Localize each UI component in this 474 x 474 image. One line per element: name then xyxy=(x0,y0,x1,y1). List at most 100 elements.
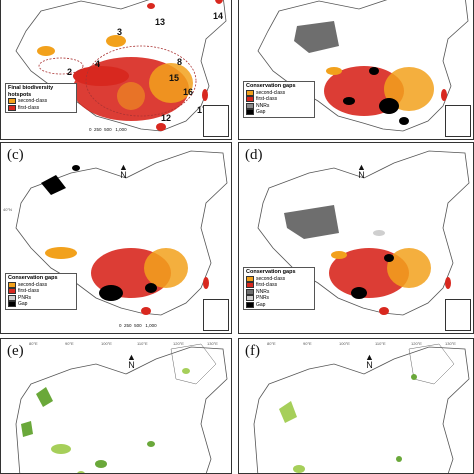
scale-label: 0 xyxy=(89,127,92,132)
lon-label: 110°E xyxy=(375,341,386,346)
legend-item: first-class xyxy=(8,288,74,295)
legend-label: second-class xyxy=(18,98,48,104)
legend-item: PNRs xyxy=(8,295,74,302)
legend-label: NNRs xyxy=(256,102,270,109)
region-number: 16 xyxy=(183,87,194,97)
south-china-sea-inset xyxy=(203,105,229,137)
region-number: 4 xyxy=(95,59,101,69)
legend-title: Conservation gaps xyxy=(8,275,58,281)
legend-swatch xyxy=(246,301,254,308)
legend-swatch xyxy=(246,102,254,109)
map-panel-b: Conservation gaps second-class first-cla… xyxy=(238,0,474,140)
legend-swatch xyxy=(246,288,254,295)
legend-label: Gap xyxy=(256,109,266,115)
region-number: 2 xyxy=(67,67,73,77)
region-number: 12 xyxy=(161,113,172,123)
lon-label: 80°E xyxy=(29,341,38,346)
lon-label: 130°E xyxy=(445,341,456,346)
region-number: 13 xyxy=(155,17,166,27)
legend-item: first-class xyxy=(246,282,312,289)
north-label: N xyxy=(128,360,135,370)
legend-c: Conservation gaps second-class first-cla… xyxy=(5,273,77,310)
lon-label: 120°E xyxy=(411,341,422,346)
scale-label: 500 xyxy=(134,323,142,328)
legend-label: PNRs xyxy=(256,295,270,301)
legend-swatch xyxy=(8,281,16,288)
scale-label: 500 xyxy=(104,127,112,132)
legend-title: Conservation gaps xyxy=(246,83,296,89)
lon-label: 80°E xyxy=(267,341,276,346)
legend-swatch xyxy=(8,294,16,301)
legend-label: Gap xyxy=(256,301,266,308)
scale-bar-a: 0 250 500 1,000 xyxy=(89,127,127,132)
map-panel-f: (f) ▲ N 80°E 90°E 100°E 110°E 120°E 130°E xyxy=(238,338,474,474)
north-arrow-e: ▲ N xyxy=(127,352,136,370)
legend-swatch xyxy=(8,301,16,308)
china-map-a xyxy=(15,0,227,132)
legend-swatch xyxy=(246,275,254,282)
panel-label-c: (c) xyxy=(7,147,24,163)
legend-swatch xyxy=(246,295,254,302)
region-number: 15 xyxy=(169,73,180,83)
legend-label: second-class xyxy=(256,89,286,96)
map-panel-c: (c) ▲ N Conservation gaps second-class fi… xyxy=(0,142,232,334)
region-number: 3 xyxy=(117,27,123,37)
north-label: N xyxy=(366,360,373,370)
legend-swatch xyxy=(8,104,16,111)
lon-label: 90°E xyxy=(303,341,312,346)
region-number: 14 xyxy=(213,11,224,21)
map-panel-e: (e) ▲ N 80°E 90°E 100°E 110°E 120°E 130°E xyxy=(0,338,232,474)
legend-label: first-class xyxy=(256,96,278,102)
legend-a: Final biodiversity hotspots second-class… xyxy=(5,83,77,113)
legend-label: second-class xyxy=(18,281,48,288)
panel-label-f: (f) xyxy=(245,343,260,359)
china-map-f xyxy=(253,343,470,473)
legend-item: NNRs xyxy=(246,289,312,296)
north-arrow-d: ▲ N xyxy=(357,162,366,180)
legend-label: first-class xyxy=(256,282,278,288)
legend-swatch xyxy=(246,109,254,116)
panel-label-d: (d) xyxy=(245,147,263,163)
legend-title: Conservation gaps xyxy=(246,269,296,275)
legend-item: first-class xyxy=(246,96,312,103)
lon-label: 100°E xyxy=(339,341,350,346)
north-label: N xyxy=(358,170,365,180)
lat-label: 40°N xyxy=(3,207,12,212)
legend-item: first-class xyxy=(8,105,74,112)
lon-label: 110°E xyxy=(137,341,148,346)
legend-item: second-class xyxy=(246,90,312,97)
legend-d: Conservation gaps second-class first-cla… xyxy=(243,267,315,310)
map-panel-d: (d) ▲ N Conservation gaps second-class fi… xyxy=(238,142,474,334)
lon-label: 90°E xyxy=(65,341,74,346)
panel-label-e: (e) xyxy=(7,343,24,359)
legend-swatch xyxy=(246,89,254,96)
scale-label: 1,000 xyxy=(145,323,157,328)
lon-label: 100°E xyxy=(101,341,112,346)
legend-b: Conservation gaps second-class first-cla… xyxy=(243,81,315,118)
lon-label: 120°E xyxy=(173,341,184,346)
legend-swatch xyxy=(8,98,16,105)
legend-label: Gap xyxy=(18,301,28,307)
legend-title: Final biodiversity hotspots xyxy=(8,85,54,98)
china-map-e xyxy=(15,343,228,473)
legend-item: Gap xyxy=(246,302,312,309)
south-china-sea-inset xyxy=(445,299,471,331)
legend-item: Gap xyxy=(8,301,74,308)
legend-item: second-class xyxy=(8,282,74,289)
north-arrow-f: ▲ N xyxy=(365,352,374,370)
legend-swatch xyxy=(246,282,254,289)
legend-label: NNRs xyxy=(256,288,270,295)
region-number: 17 xyxy=(197,105,208,115)
legend-label: first-class xyxy=(18,288,40,294)
scale-label: 0 xyxy=(119,323,122,328)
scale-label: 1,000 xyxy=(115,127,127,132)
legend-item: NNRs xyxy=(246,103,312,110)
lon-label: 130°E xyxy=(207,341,218,346)
scale-label: 250 xyxy=(124,323,132,328)
north-label: N xyxy=(120,170,127,180)
legend-swatch xyxy=(246,96,254,103)
south-china-sea-inset xyxy=(445,105,471,137)
legend-item: second-class xyxy=(246,276,312,283)
china-map-b xyxy=(257,0,469,132)
legend-swatch xyxy=(8,288,16,295)
